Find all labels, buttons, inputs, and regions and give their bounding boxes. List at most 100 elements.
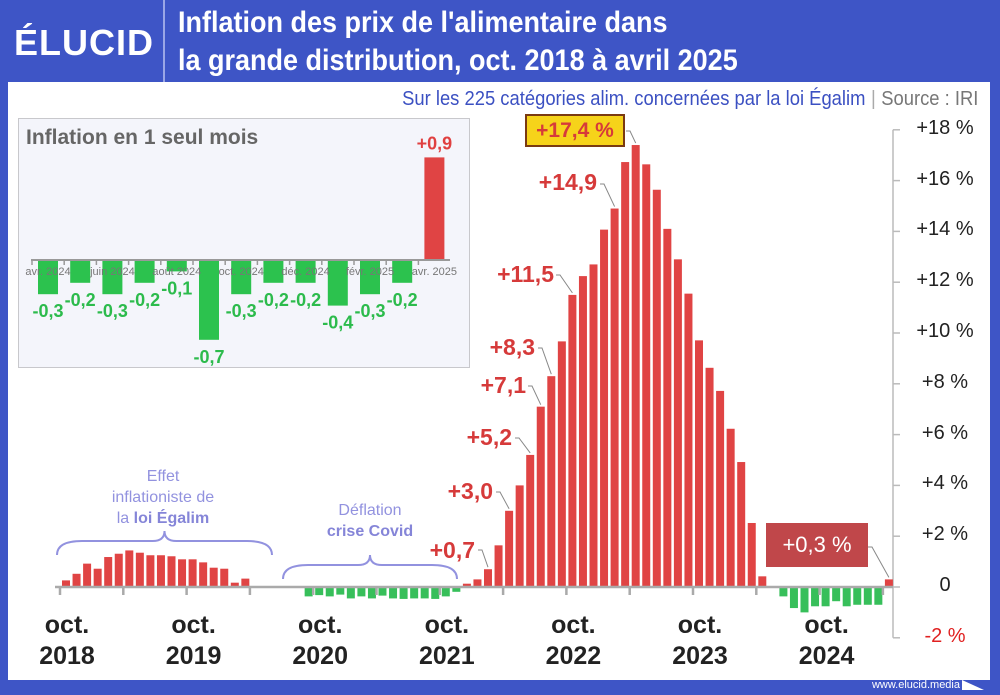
- data-label-feb-2023: +14,9: [538, 169, 597, 195]
- inset-bar-sept-2024: [199, 260, 219, 340]
- bar-sept-2024: [811, 588, 820, 607]
- data-label-jun-2022: +5,2: [466, 424, 512, 450]
- inset-data-label: -0,3: [226, 301, 257, 321]
- bar-f-vr-2019: [104, 557, 113, 587]
- elucid-flag-icon: [962, 680, 984, 690]
- x-tick-year: 2020: [292, 642, 348, 670]
- y-tick-label: 0: [939, 574, 951, 596]
- bar-juin-2021: [399, 588, 408, 599]
- bar-mars-2019: [114, 553, 123, 587]
- inset-tick-label: oct. 2024: [219, 266, 264, 278]
- bar-janv-2022: [473, 579, 482, 587]
- bar-f-vr-2021: [357, 588, 366, 597]
- x-tick-label: oct. 2018: [7, 610, 127, 672]
- inset-data-label: -0,2: [290, 290, 321, 310]
- bar-oct-2024: [821, 588, 830, 607]
- elucid-logo: ÉLUCID: [14, 22, 154, 63]
- bar-f-vr-2023: [610, 208, 619, 588]
- bar-juin-2019: [146, 555, 155, 587]
- bar-f-vr-2020: [230, 582, 239, 587]
- bar-oct-2021: [441, 588, 450, 597]
- inset-tick-label: avr. 2024: [25, 266, 70, 278]
- leader-line: [600, 183, 616, 207]
- x-tick-year: 2024: [798, 642, 855, 670]
- annotation-egalim-prefix: la: [116, 510, 134, 527]
- bar-juil-2021: [410, 588, 419, 599]
- inset-bar-janv-2025: [327, 260, 348, 306]
- bar-juin-2022: [526, 454, 535, 587]
- bar-nov-2021: [452, 588, 461, 592]
- x-tick-month: oct.: [804, 611, 849, 639]
- inset-bar-avr-2024: [38, 260, 58, 295]
- inset-data-label: -0,4: [322, 313, 353, 333]
- bar-mars-2022: [494, 545, 503, 587]
- bar-mai-2019: [135, 552, 144, 587]
- x-tick-label: oct. 2022: [513, 610, 633, 672]
- x-tick-year: 2023: [672, 642, 728, 670]
- bar-f-vr-2025: [863, 588, 872, 605]
- bar-avr-2024: [758, 576, 767, 587]
- subtitle-separator: |: [870, 88, 876, 110]
- bar-d-c-2023: [716, 390, 725, 587]
- y-tick-label: +8 %: [921, 370, 969, 393]
- bar-sept-2023: [684, 293, 693, 587]
- inset-bar-juil-2024: [134, 260, 155, 283]
- bar-nov-2020: [325, 588, 334, 597]
- inset-bar-d-c-2024: [295, 260, 316, 283]
- x-tick-year: 2019: [165, 642, 222, 670]
- inset-tick-label: août 2024: [152, 266, 201, 278]
- bar-sept-2022: [557, 341, 566, 587]
- bar-nov-2024: [832, 588, 841, 602]
- bar-juin-2023: [652, 189, 661, 587]
- latest-value-badge: +0,3 %: [766, 523, 868, 567]
- chart-title: Inflation des prix de l'alimentaire dans…: [178, 4, 738, 80]
- data-label-oct-2022: +11,5: [497, 261, 554, 287]
- inset-tick-label: déc. 2024: [281, 266, 329, 278]
- bar-ao-t-2022: [547, 376, 556, 587]
- annotation-egalim-line3: la loi Égalim: [68, 508, 258, 529]
- bar-mars-2024: [747, 522, 756, 587]
- bar-d-c-2019: [209, 567, 218, 587]
- inset-bar-mai-2024: [70, 260, 91, 283]
- x-tick-label: oct. 2020: [260, 610, 380, 672]
- bar-ao-t-2019: [167, 556, 176, 587]
- inset-tick-label: juin 2024: [89, 266, 135, 278]
- footer-url[interactable]: www.elucid.media: [871, 679, 960, 691]
- inset-data-label: -0,3: [97, 301, 128, 321]
- bar-nov-2023: [705, 367, 714, 587]
- annotation-egalim-bold: loi Égalim: [133, 510, 210, 527]
- bar-d-c-2024: [842, 588, 851, 607]
- y-tick-label: +6 %: [921, 421, 969, 444]
- bar-juil-2019: [156, 555, 165, 587]
- x-tick-year: 2018: [39, 642, 95, 670]
- inset-data-label: +0,9: [417, 133, 453, 153]
- bar-d-c-2018: [83, 563, 92, 587]
- bar-juil-2023: [663, 228, 672, 588]
- bar-avr-2019: [125, 550, 134, 587]
- bar-nov-2018: [72, 573, 81, 587]
- data-label-feb-2022: +0,7: [429, 537, 475, 563]
- inset-bar-avr-2025: [424, 157, 445, 260]
- x-tick-label: oct. 2019: [134, 610, 254, 672]
- bar-nov-2022: [578, 276, 587, 587]
- inset-data-label: -0,3: [32, 301, 63, 321]
- bar-janv-2020: [220, 568, 229, 587]
- annotation-covid-line1: Déflation: [338, 502, 402, 519]
- bar-avr-2021: [378, 588, 387, 596]
- leader-line: [478, 549, 489, 568]
- y-tick-label: +10 %: [916, 320, 974, 342]
- bar-mai-2022: [515, 485, 524, 587]
- x-tick-year: 2022: [545, 642, 602, 670]
- bar-oct-2019: [188, 559, 197, 587]
- y-tick-label: +14 %: [916, 218, 974, 241]
- inset-monthly-chart: [18, 118, 470, 368]
- peak-value-badge: +17,4 %: [525, 114, 625, 147]
- leader-line: [515, 437, 531, 454]
- y-tick-label: +18 %: [916, 116, 974, 139]
- title-line-1: Inflation des prix de l'alimentaire dans: [178, 6, 668, 39]
- bar-juin-2024: [779, 588, 788, 597]
- y-tick-label: +4 %: [921, 472, 969, 495]
- x-tick-month: oct.: [551, 611, 596, 639]
- bar-janv-2023: [600, 229, 609, 587]
- bar-ao-t-2024: [800, 588, 809, 613]
